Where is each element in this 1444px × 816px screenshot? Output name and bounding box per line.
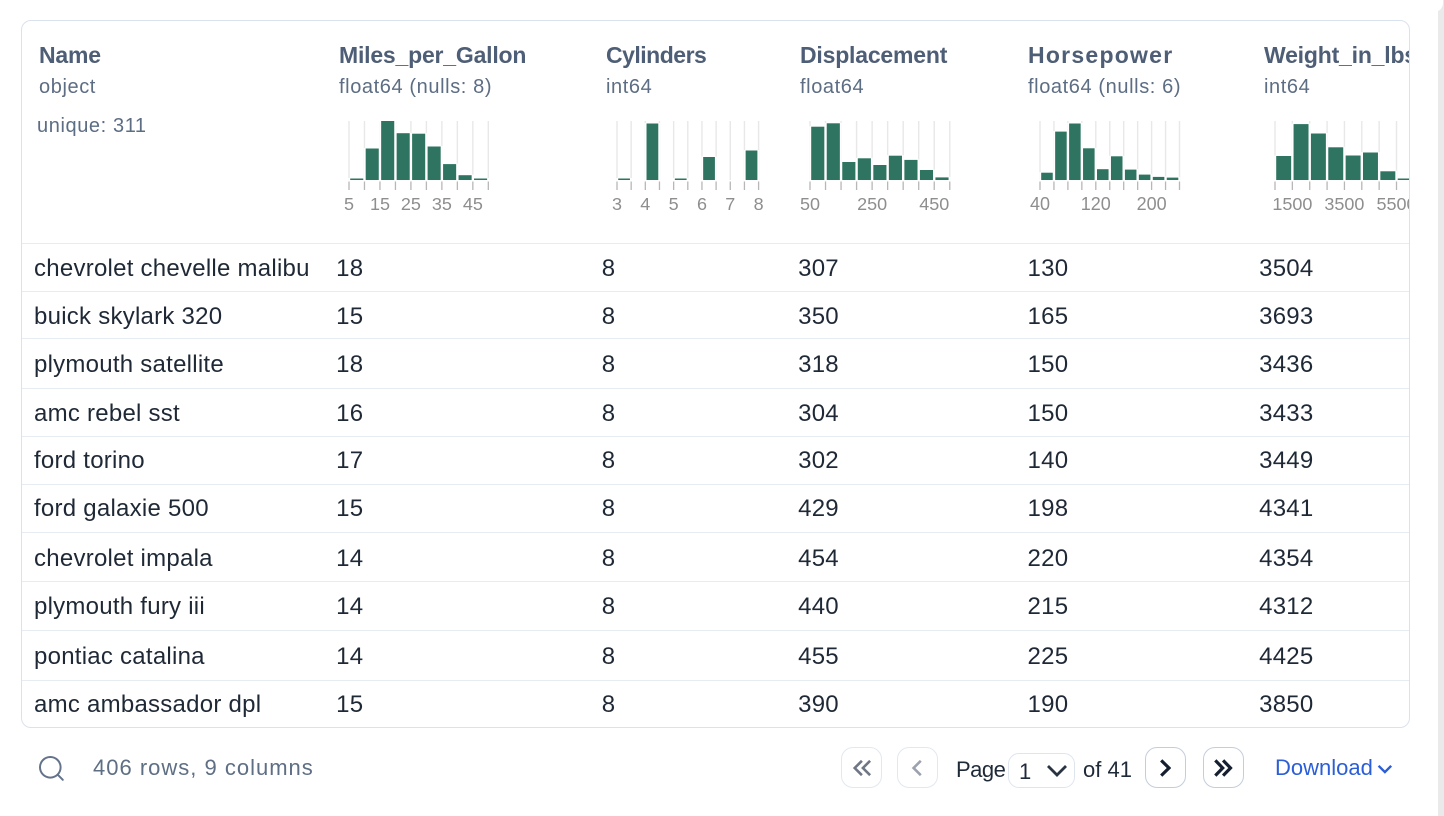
svg-text:3: 3 xyxy=(612,193,622,213)
svg-text:35: 35 xyxy=(432,193,452,213)
svg-text:6: 6 xyxy=(697,193,707,213)
svg-text:5500: 5500 xyxy=(1376,193,1410,213)
svg-text:50: 50 xyxy=(799,193,819,213)
svg-text:5: 5 xyxy=(669,193,679,213)
svg-text:40: 40 xyxy=(1029,194,1049,214)
svg-text:450: 450 xyxy=(919,193,949,213)
svg-text:7: 7 xyxy=(725,193,735,213)
svg-text:45: 45 xyxy=(463,193,483,213)
svg-text:1500: 1500 xyxy=(1272,193,1312,213)
svg-text:250: 250 xyxy=(857,193,887,213)
svg-text:200: 200 xyxy=(1136,194,1166,214)
svg-text:3500: 3500 xyxy=(1324,193,1364,213)
svg-text:15: 15 xyxy=(370,193,390,213)
svg-text:120: 120 xyxy=(1080,194,1110,214)
svg-text:25: 25 xyxy=(401,193,421,213)
svg-text:4: 4 xyxy=(640,193,650,213)
svg-text:5: 5 xyxy=(344,193,354,213)
svg-text:8: 8 xyxy=(753,193,763,213)
